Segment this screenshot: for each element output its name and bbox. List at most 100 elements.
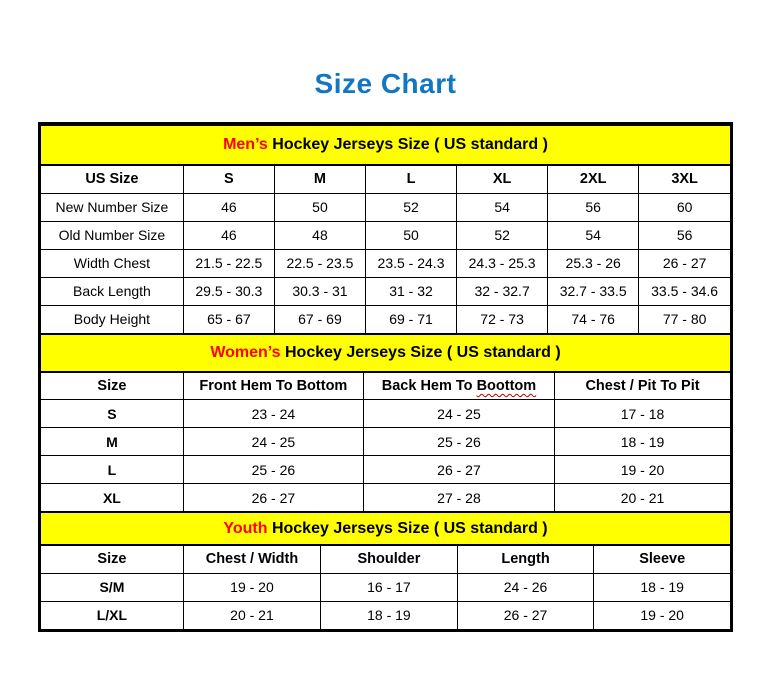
row-label: S (40, 399, 184, 428)
table-row: New Number Size 46 50 52 54 56 60 (40, 192, 731, 222)
cell-value: 25 - 26 (182, 455, 364, 484)
column-header: 3XL (638, 164, 731, 194)
row-label: S/M (40, 572, 184, 602)
cell-value: 26 - 27 (638, 248, 731, 278)
cell-value: 26 - 27 (456, 600, 595, 630)
column-header: Front Hem To Bottom (182, 371, 364, 400)
cell-value: 54 (547, 220, 640, 250)
cell-value: 50 (364, 220, 458, 250)
table-row: L/XL 20 - 21 18 - 19 26 - 27 19 - 20 (40, 600, 731, 630)
cell-value: 60 (638, 192, 731, 222)
cell-value: 26 - 27 (362, 455, 556, 484)
cell-value: 65 - 67 (182, 304, 275, 334)
misspelled-word: Boottom (476, 377, 537, 394)
table-row: S/M 19 - 20 16 - 17 24 - 26 18 - 19 (40, 572, 731, 602)
section-title-accent: Women’s (210, 343, 281, 361)
column-header: US Size (40, 164, 184, 194)
cell-value: 46 (182, 192, 275, 222)
cell-value: 20 - 21 (554, 483, 731, 512)
column-header: Chest / Width (182, 544, 322, 574)
column-header: M (273, 164, 366, 194)
cell-value: 19 - 20 (554, 455, 731, 484)
cell-value: 25.3 - 26 (547, 248, 640, 278)
column-header: Size (40, 544, 184, 574)
cell-value: 56 (547, 192, 640, 222)
section-title-rest: Hockey Jerseys Size ( US standard ) (280, 343, 561, 361)
section-title-rest: Hockey Jerseys Size ( US standard ) (267, 519, 548, 537)
cell-value: 24 - 25 (182, 427, 364, 456)
table-row: M 24 - 25 25 - 26 18 - 19 (40, 427, 731, 456)
cell-value: 52 (456, 220, 549, 250)
column-header: Shoulder (320, 544, 458, 574)
column-header: Length (456, 544, 595, 574)
table-row: Old Number Size 46 48 50 52 54 56 (40, 220, 731, 250)
cell-value: 26 - 27 (182, 483, 364, 512)
row-label: New Number Size (40, 192, 184, 222)
cell-value: 19 - 20 (182, 572, 322, 602)
row-label: L (40, 455, 184, 484)
cell-value: 30.3 - 31 (273, 276, 366, 306)
cell-value: 56 (638, 220, 731, 250)
column-header: 2XL (547, 164, 640, 194)
row-label: Back Length (40, 276, 184, 306)
section-title-youth: Youth Hockey Jerseys Size ( US standard … (40, 511, 731, 546)
table-row: S 23 - 24 24 - 25 17 - 18 (40, 399, 731, 428)
cell-value: 16 - 17 (320, 572, 458, 602)
cell-value: 54 (456, 192, 549, 222)
cell-value: 17 - 18 (554, 399, 731, 428)
cell-value: 74 - 76 (547, 304, 640, 334)
cell-value: 72 - 73 (456, 304, 549, 334)
cell-value: 25 - 26 (362, 427, 556, 456)
cell-value: 50 (273, 192, 366, 222)
cell-value: 46 (182, 220, 275, 250)
column-header: Back Hem To Boottom (362, 371, 556, 400)
cell-value: 20 - 21 (182, 600, 322, 630)
cell-value: 33.5 - 34.6 (638, 276, 731, 306)
cell-value: 69 - 71 (364, 304, 458, 334)
cell-value: 24 - 26 (456, 572, 595, 602)
section-title-accent: Youth (223, 519, 268, 537)
cell-value: 52 (364, 192, 458, 222)
cell-value: 27 - 28 (362, 483, 556, 512)
cell-value: 31 - 32 (364, 276, 458, 306)
cell-value: 32 - 32.7 (456, 276, 549, 306)
cell-value: 18 - 19 (593, 572, 731, 602)
cell-value: 77 - 80 (638, 304, 731, 334)
column-header: Sleeve (593, 544, 731, 574)
row-label: Old Number Size (40, 220, 184, 250)
column-header: L (364, 164, 458, 194)
cell-value: 32.7 - 33.5 (547, 276, 640, 306)
size-table-womens: Women’s Hockey Jerseys Size ( US standar… (40, 332, 731, 512)
size-chart-tables: Men’s Hockey Jerseys Size ( US standard … (38, 122, 733, 632)
row-label: Body Height (40, 304, 184, 334)
page-title: Size Chart (314, 68, 457, 99)
size-table-youth: Youth Hockey Jerseys Size ( US standard … (40, 511, 731, 630)
column-header: XL (456, 164, 549, 194)
cell-value: 67 - 69 (273, 304, 366, 334)
column-header: Size (40, 371, 184, 400)
table-row: Back Length 29.5 - 30.3 30.3 - 31 31 - 32 32… (40, 276, 731, 306)
cell-value: 19 - 20 (593, 600, 731, 630)
cell-value: 24 - 25 (362, 399, 556, 428)
cell-value: 22.5 - 23.5 (273, 248, 366, 278)
column-header-text: Back Hem To (381, 377, 477, 394)
cell-value: 24.3 - 25.3 (456, 248, 549, 278)
row-label: Width Chest (40, 248, 184, 278)
cell-value: 23.5 - 24.3 (364, 248, 458, 278)
section-title-womens: Women’s Hockey Jerseys Size ( US standar… (40, 332, 731, 373)
cell-value: 18 - 19 (554, 427, 731, 456)
table-row: Width Chest 21.5 - 22.5 22.5 - 23.5 23.5 - … (40, 248, 731, 278)
column-header: S (182, 164, 275, 194)
table-row: XL 26 - 27 27 - 28 20 - 21 (40, 483, 731, 512)
cell-value: 23 - 24 (182, 399, 364, 428)
section-title-accent: Men’s (223, 136, 268, 153)
table-row: Body Height 65 - 67 67 - 69 69 - 71 72 - 73 7… (40, 304, 731, 334)
cell-value: 29.5 - 30.3 (182, 276, 275, 306)
row-label: L/XL (40, 600, 184, 630)
column-header: Chest / Pit To Pit (554, 371, 731, 400)
cell-value: 18 - 19 (320, 600, 458, 630)
row-label: M (40, 427, 184, 456)
size-table-mens: Men’s Hockey Jerseys Size ( US standard … (40, 124, 731, 334)
cell-value: 21.5 - 22.5 (182, 248, 275, 278)
